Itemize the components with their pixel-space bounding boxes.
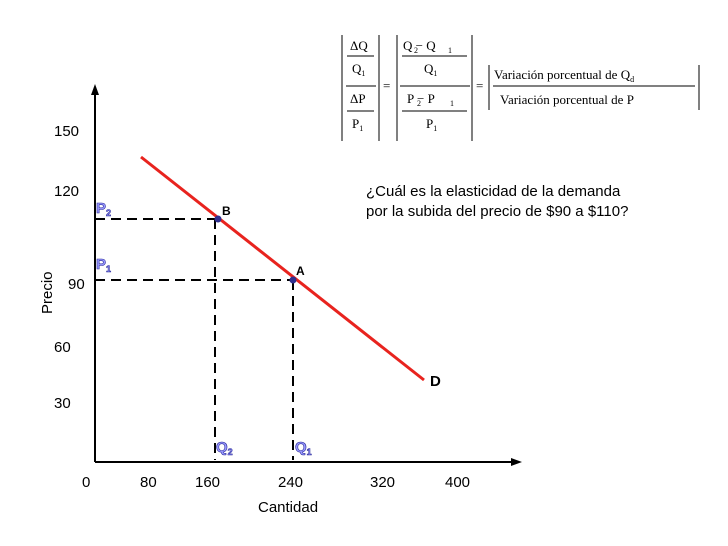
variacion-qd: Variación porcentual de Qd <box>494 67 634 84</box>
question-line-2: por la subida del precio de $90 a $110? <box>366 203 629 220</box>
q2-minus-q1: Q − Q <box>403 38 436 53</box>
x-tick-label: 160 <box>195 474 220 491</box>
equals-2: = <box>476 78 483 93</box>
q2-label: Q2 <box>216 439 233 457</box>
y-axis-arrow <box>91 84 99 95</box>
equals-1: = <box>383 78 390 93</box>
demand-curve <box>140 155 425 382</box>
delta-p: ΔP <box>350 91 366 106</box>
y-tick-label: 60 <box>54 339 71 356</box>
p1-label: P1 <box>96 256 111 274</box>
demand-label: D <box>430 373 441 390</box>
question-text: ¿Cuál es la elasticidad de la demanda po… <box>366 182 696 222</box>
x-axis-title: Cantidad <box>258 499 318 516</box>
y-tick-label: 30 <box>54 395 71 412</box>
p2-minus-p1: P − P <box>407 91 435 106</box>
p2-label: P2 <box>96 200 111 218</box>
p1-term: P1 <box>352 116 363 133</box>
point-a-label: A <box>296 264 305 278</box>
point-b-label: B <box>222 204 231 218</box>
point-b <box>214 215 222 223</box>
variacion-p: Variación porcentual de P <box>500 92 634 107</box>
p1-denominator: P1 <box>426 116 437 133</box>
x-tick-label: 0 <box>82 474 90 491</box>
x-axis-arrow <box>511 458 522 466</box>
y-tick-label: 150 <box>54 123 79 140</box>
q1-label: Q1 <box>295 439 312 457</box>
x-tick-label: 320 <box>370 474 395 491</box>
q1-term: Q1 <box>352 61 365 78</box>
y-tick-label: 90 <box>68 276 85 293</box>
x-tick-label: 400 <box>445 474 470 491</box>
question-line-1: ¿Cuál es la elasticidad de la demanda <box>366 183 621 200</box>
point-a <box>289 276 297 284</box>
x-tick-label: 240 <box>278 474 303 491</box>
x-tick-label: 80 <box>140 474 157 491</box>
y-axis-title: Precio <box>39 271 56 314</box>
q1-denominator: Q1 <box>424 61 437 78</box>
delta-q: ΔQ <box>350 38 368 53</box>
y-tick-label: 120 <box>54 183 79 200</box>
